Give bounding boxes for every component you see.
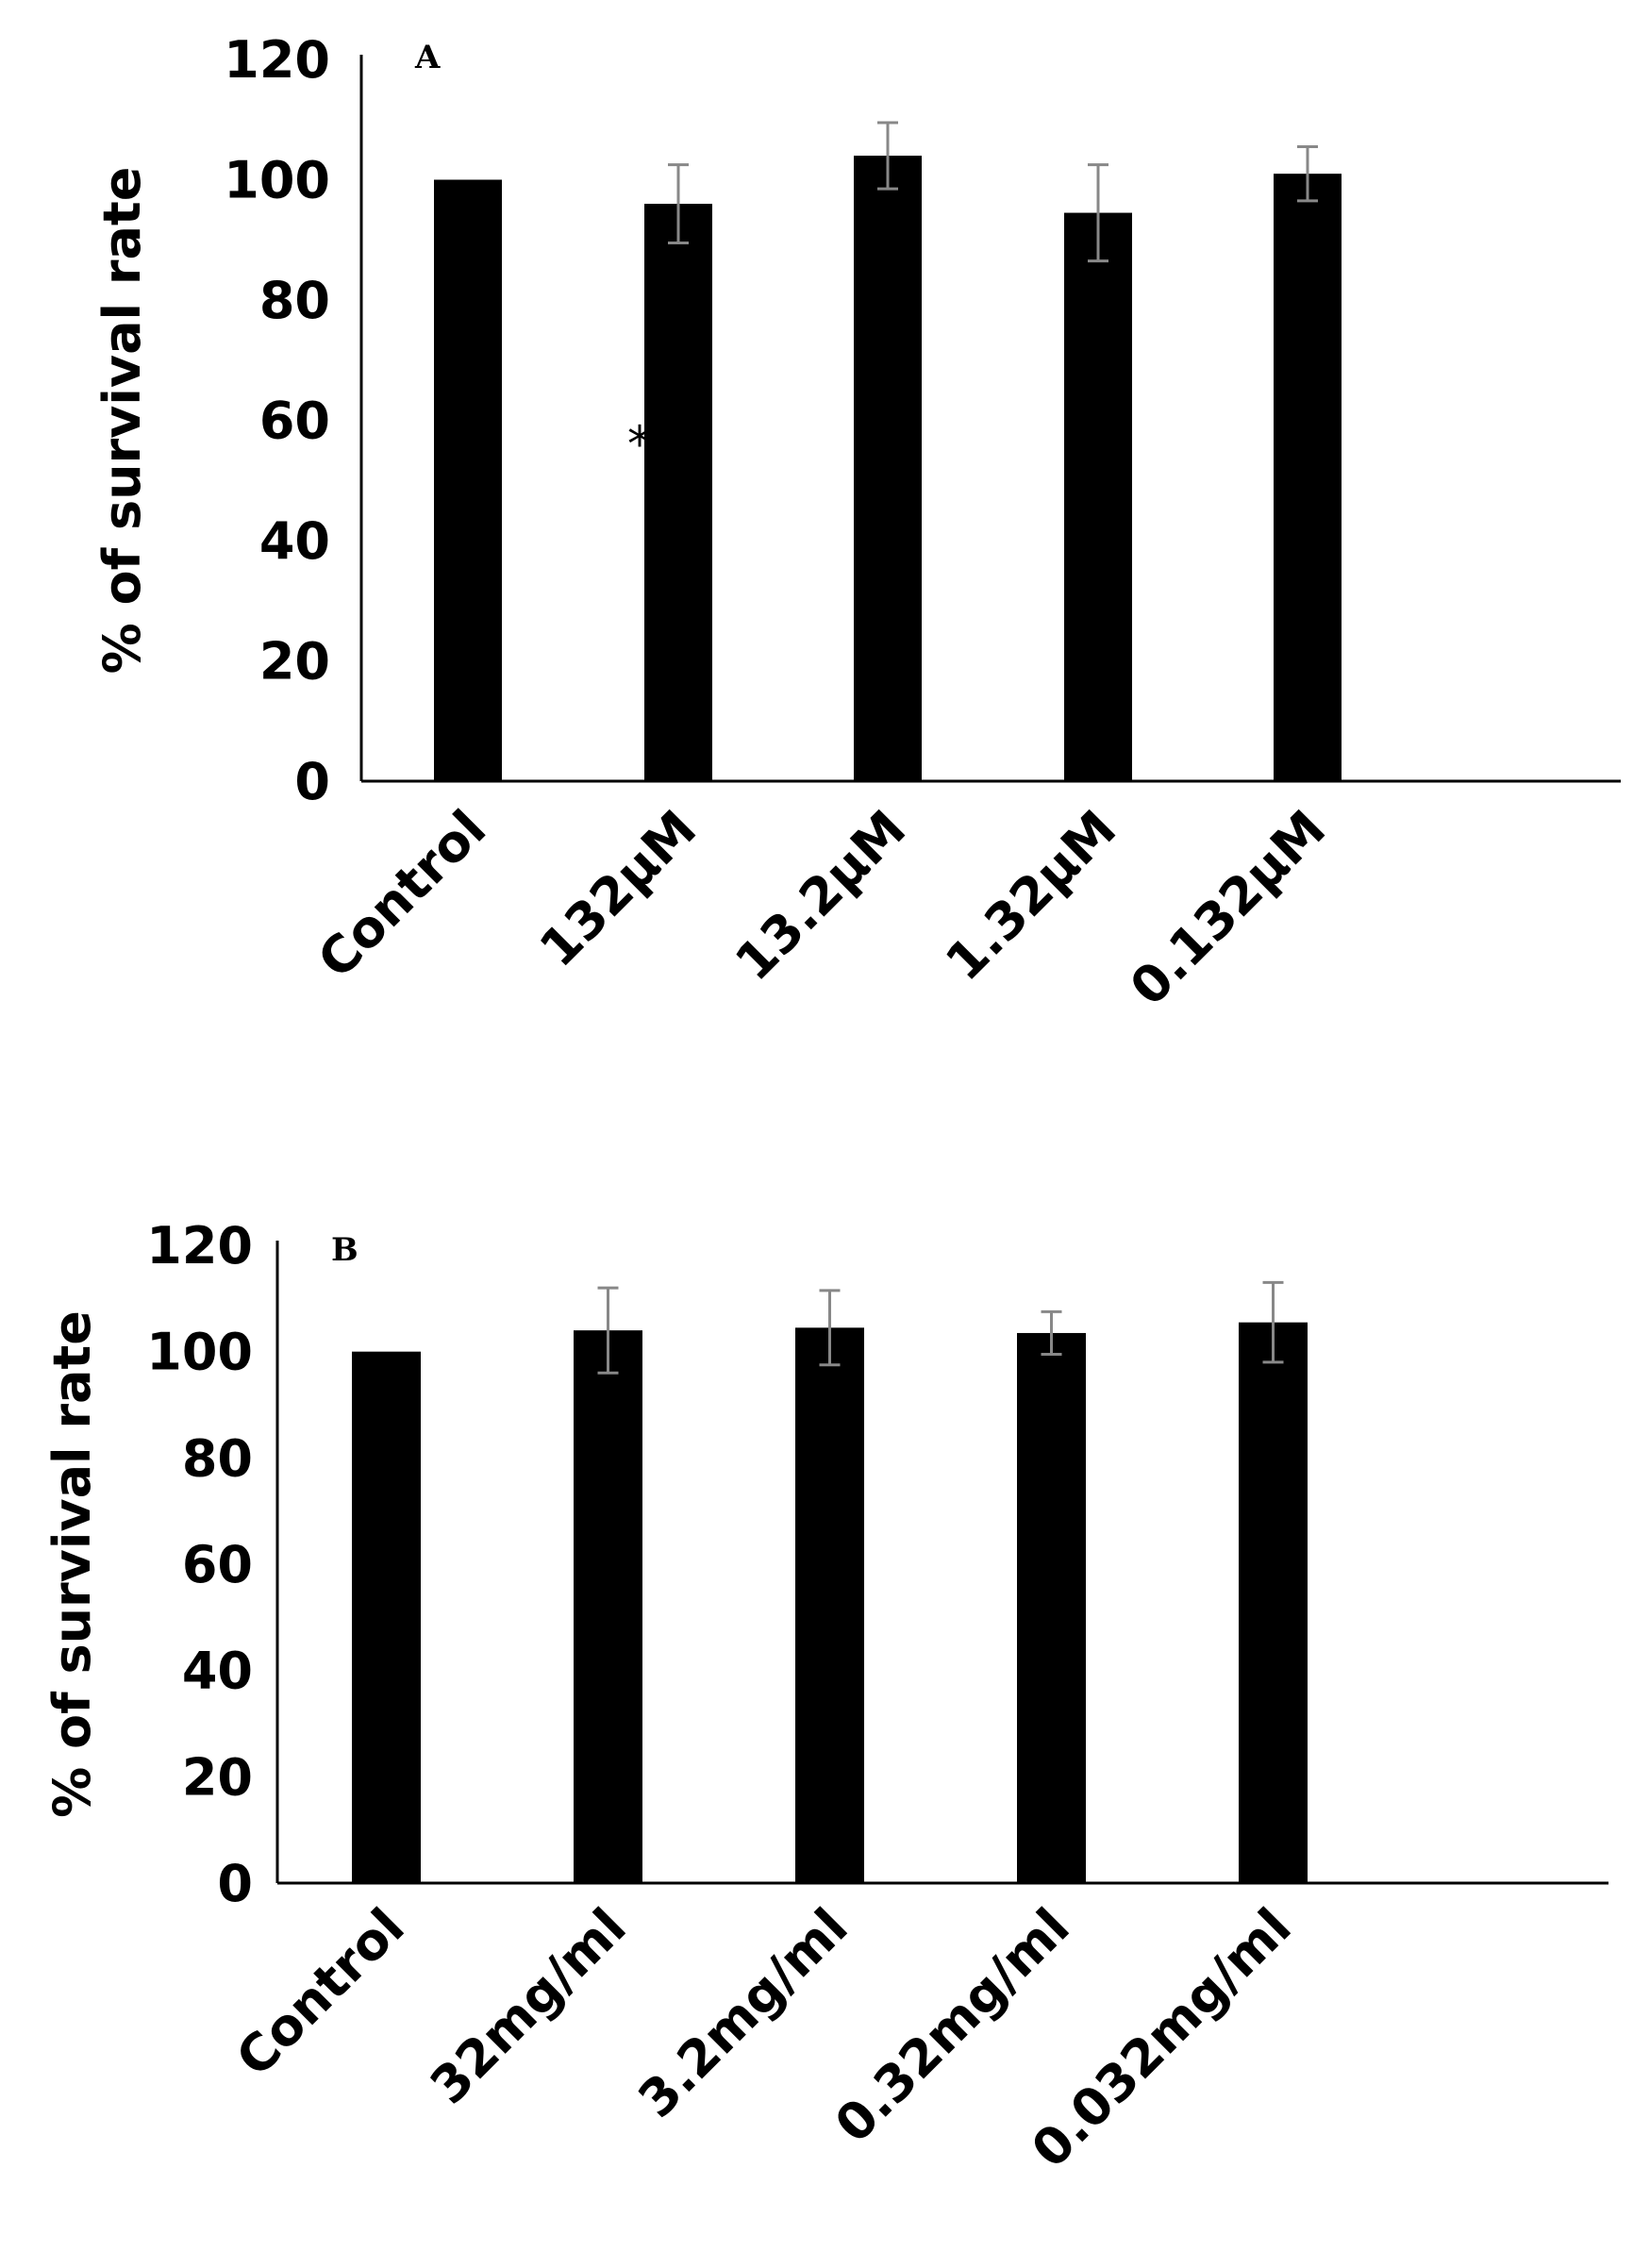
bar [1017,1332,1086,1883]
error-bar [1088,163,1108,263]
category-label: 1.32µM [934,799,1127,992]
y-tick-label: 120 [146,1216,253,1276]
bar [1239,1322,1308,1883]
error-bar [1041,1309,1062,1356]
category-label: Control [307,799,497,990]
y-tick-label: 0 [294,752,330,811]
chart-b: 0 20 40 60 80 100 120 % of survival rate B Contro… [42,1216,1608,2179]
y-tick-label: 100 [224,151,330,210]
bar [644,204,712,781]
y-tick-label: 80 [182,1428,253,1488]
y-axis-title: % of survival rate [42,1310,102,1818]
y-tick-label: 60 [182,1535,253,1594]
y-tick-label: 20 [259,632,330,692]
y-tick-label: 60 [259,392,330,451]
y-tick-label: 40 [259,511,330,571]
bar [1274,174,1342,781]
y-tick-label: 100 [146,1323,253,1382]
bar [1064,212,1132,781]
y-tick-label: 80 [259,271,330,330]
category-label: 32mg/ml [419,1897,638,2116]
category-label: 0.132µM [1119,799,1337,1017]
category-label: 13.2µM [724,799,917,992]
bar [434,179,502,781]
error-bar [597,1286,619,1375]
chart-a: 0 20 40 60 80 100 120 % of survival rate A Contro… [92,30,1621,1017]
category-label: 3.2mg/ml [627,1897,859,2129]
error-bar [1262,1280,1284,1364]
error-bar [877,121,898,191]
y-tick-label: 0 [217,1854,253,1913]
category-label: 132µM [528,799,708,978]
bar [352,1351,421,1883]
error-bar [1297,144,1318,203]
y-tick-label: 40 [182,1642,253,1701]
category-label: Control [225,1897,415,2088]
bar [795,1327,864,1883]
significance-marker: * [627,416,652,473]
panel-label: A [414,39,441,76]
error-bar [819,1289,841,1367]
error-bar [668,163,689,244]
bar [574,1330,642,1883]
panel-label: B [331,1231,358,1269]
bar [854,156,922,781]
y-tick-label: 20 [182,1747,253,1807]
y-tick-label: 120 [224,30,330,90]
y-axis-title: % of survival rate [92,167,152,675]
